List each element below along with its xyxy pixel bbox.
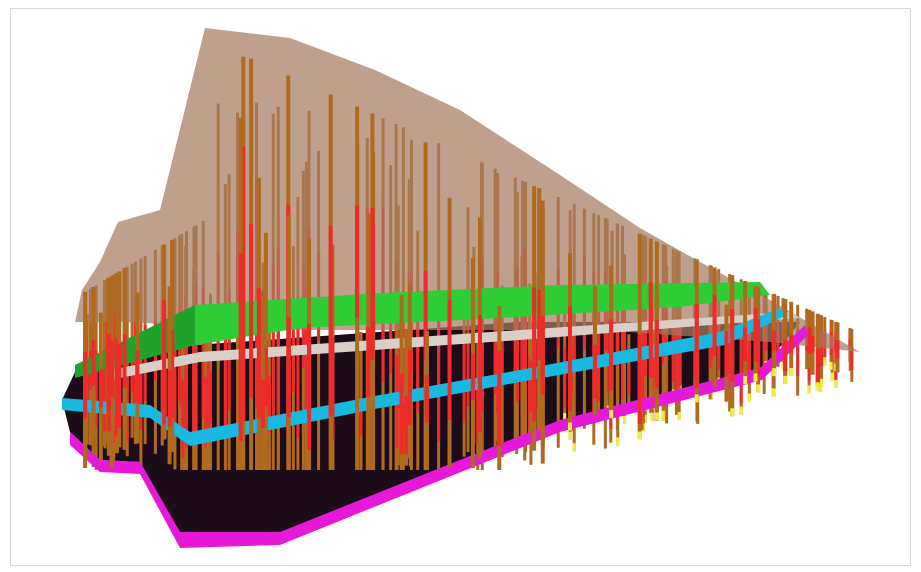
model-view (0, 0, 921, 572)
page: (() => { const data = JSON.parse(documen… (0, 0, 921, 572)
